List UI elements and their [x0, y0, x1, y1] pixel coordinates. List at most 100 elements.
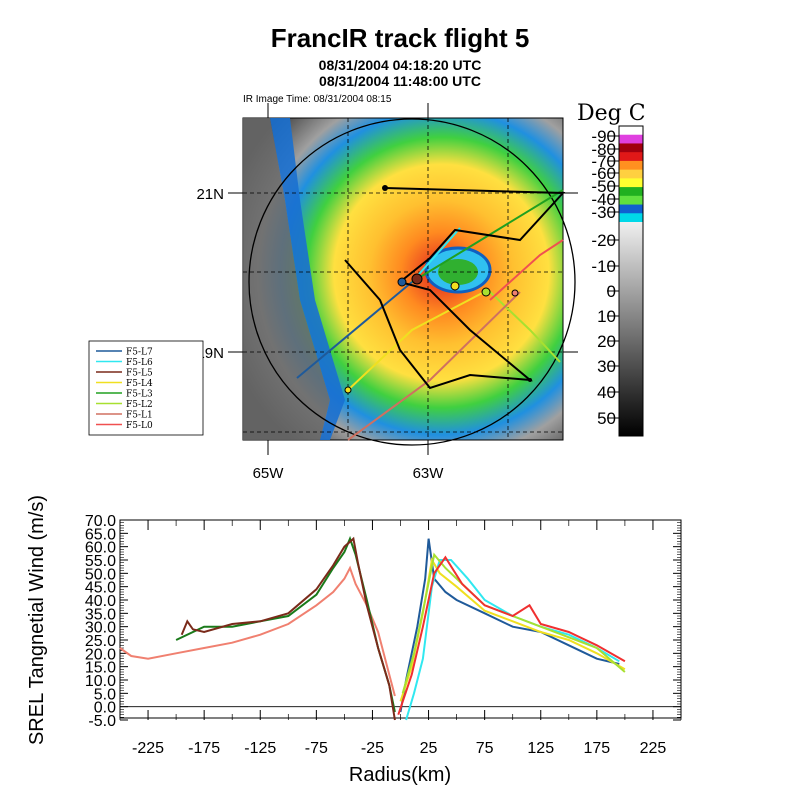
x-tick-label: -175: [188, 740, 220, 757]
colorbar-tick-label: -80: [591, 140, 616, 159]
y-tick-label: 20.0: [85, 646, 116, 663]
y-tick-label: 15.0: [85, 660, 116, 677]
waypoint: [450, 281, 460, 291]
colorbar-tick-label: -70: [591, 152, 616, 171]
colorbar-tick-label: -30: [591, 203, 616, 222]
x-tick-label: 25: [420, 740, 438, 757]
x-tick-label: -25: [361, 740, 384, 757]
y-tick-label: 10.0: [85, 673, 116, 690]
colorbar: Deg C -90-80-70-60-50-40-30 -20 -10 0 10 20 30…: [577, 101, 646, 437]
ir-map: [228, 103, 578, 455]
legend-label: F5-L7: [126, 348, 153, 358]
colorbar-tick-label: 50: [597, 409, 616, 428]
colorbar-block: [619, 160, 643, 171]
colorbar-gray-ramp: [619, 222, 643, 436]
y-tick-label: 35.0: [85, 606, 116, 623]
colorbar-tick-label: 30: [597, 357, 616, 376]
colorbar-frame: [618, 125, 644, 437]
legend-frame: [88, 340, 204, 436]
lon-label-63w: 63W: [413, 465, 445, 482]
waypoint: [411, 273, 423, 285]
wind-profile-chart: -5.00.05.010.015.020.025.030.035.040.045…: [26, 495, 682, 786]
flight-track-l2: [487, 289, 561, 363]
range-ring: [248, 118, 576, 446]
legend-label: F5-L5: [126, 369, 153, 379]
time-end: 08/31/2004 11:48:00 UTC: [319, 73, 481, 89]
colorbar-block: [619, 134, 643, 144]
y-tick-label: 70.0: [85, 513, 116, 530]
storm-eye: [438, 259, 478, 285]
cloud-edge: [270, 118, 345, 440]
y-tick-label: -5.0: [88, 713, 116, 730]
series-line-2: [180, 536, 396, 721]
flight-track-l4: [347, 289, 489, 391]
lon-label-65w: 65W: [253, 465, 285, 482]
legend-label: F5-L4: [126, 379, 153, 389]
colorbar-tick-label: -60: [591, 164, 616, 183]
series-line-7: [397, 555, 626, 716]
colorbar-tick-label: -10: [591, 257, 616, 276]
waypoint: [382, 185, 388, 191]
waypoint: [397, 277, 407, 287]
x-tick-label: -125: [244, 740, 276, 757]
legend-label: F5-L1: [126, 411, 153, 421]
flight-track-main: [344, 187, 566, 390]
x-tick-label: -225: [132, 740, 164, 757]
flight-track-l7: [296, 281, 413, 379]
flight-track-l1: [347, 291, 521, 441]
x-tick-label: 175: [583, 740, 610, 757]
colorbar-block: [619, 204, 643, 214]
colorbar-tick-label: 20: [597, 332, 616, 351]
colorbar-block: [619, 152, 643, 162]
colorbar-block: [619, 143, 643, 153]
colorbar-block: [619, 178, 643, 188]
series-line-4: [405, 559, 620, 721]
series-line-3: [399, 538, 620, 713]
waypoint: [511, 289, 519, 297]
y-tick-label: 30.0: [85, 620, 116, 637]
plot-frame: [119, 519, 682, 719]
y-tick-label: 0.0: [94, 700, 116, 717]
legend-label: F5-L6: [126, 358, 153, 368]
y-tick-label: 5.0: [94, 686, 116, 703]
colorbar-tick-label: 40: [597, 383, 616, 402]
waypoint: [481, 287, 491, 297]
colorbar-tick-label: 10: [597, 307, 616, 326]
chart-title: FrancIR track flight 5: [271, 23, 530, 53]
y-tick-label: 25.0: [85, 633, 116, 650]
lat-label-21n: 21N: [196, 186, 224, 203]
colorbar-tick-label: -50: [591, 177, 616, 196]
y-tick-label: 55.0: [85, 553, 116, 570]
y-axis-label: SREL Tangnetial Wind (m/s): [26, 495, 48, 745]
waypoint: [344, 386, 352, 394]
x-tick-label: 125: [527, 740, 554, 757]
y-tick-label: 50.0: [85, 566, 116, 583]
x-axis-label: Radius(km): [349, 764, 451, 786]
flight-track-l6: [411, 227, 461, 283]
colorbar-tick-label: 0: [607, 282, 616, 301]
legend-label: F5-L2: [126, 400, 153, 410]
colorbar-block: [619, 213, 643, 223]
flight-track-l0: [489, 239, 564, 301]
dry-air-region: [243, 118, 330, 440]
x-tick-label: 75: [476, 740, 494, 757]
colorbar-tick-label: -90: [591, 127, 616, 146]
colorbar-block: [619, 187, 643, 197]
y-tick-label: 65.0: [85, 526, 116, 543]
x-tick-label: -75: [305, 740, 328, 757]
legend-label: F5-L0: [126, 421, 153, 431]
y-tick-label: 45.0: [85, 580, 116, 597]
colorbar-tick-label: -40: [591, 190, 616, 209]
waypoint: [528, 378, 532, 382]
time-start: 08/31/2004 04:18:20 UTC: [319, 57, 482, 73]
colorbar-tick-label: -20: [591, 231, 616, 250]
legend-label: F5-L3: [126, 390, 153, 400]
colorbar-title: Deg C: [577, 101, 646, 126]
y-tick-label: 60.0: [85, 540, 116, 557]
ir-image-time: IR Image Time: 08/31/2004 08:15: [243, 94, 392, 105]
colorbar-block: [619, 126, 643, 136]
y-tick-label: 40.0: [85, 593, 116, 610]
x-tick-label: 225: [640, 740, 667, 757]
